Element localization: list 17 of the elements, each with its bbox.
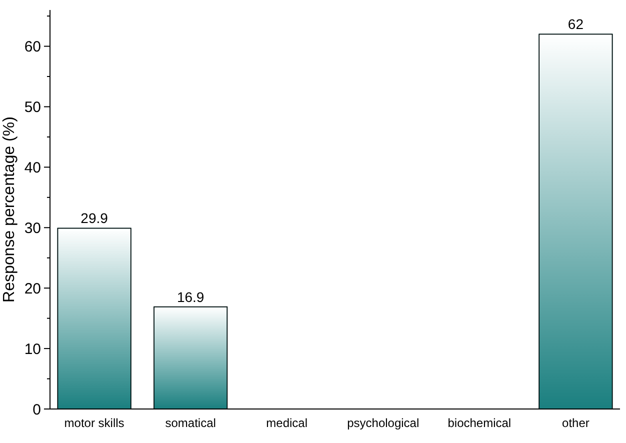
y-tick-label: 20 [24, 280, 41, 298]
y-tick-label: 10 [24, 340, 41, 358]
x-tick-label: biochemical [448, 416, 512, 430]
x-tick-label: motor skills [64, 416, 124, 430]
data-label: 16.9 [176, 288, 204, 305]
y-tick-label: 0 [32, 401, 41, 418]
y-tick-label: 40 [24, 159, 41, 176]
x-tick-label: psychological [347, 416, 420, 430]
x-tick-label: other [562, 416, 590, 430]
x-tick-label: medical [266, 416, 308, 430]
y-tick-label: 50 [24, 98, 41, 116]
data-label: 62 [568, 16, 584, 32]
y-tick-label: 30 [24, 220, 41, 237]
data-label: 29.9 [80, 210, 108, 226]
y-axis-title: Response percentage (%) [1, 116, 18, 302]
y-tick-label: 60 [24, 38, 41, 56]
x-tick-label: somatical [165, 416, 216, 430]
